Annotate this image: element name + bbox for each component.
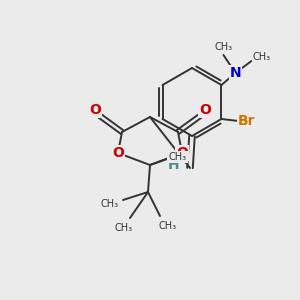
- Text: O: O: [199, 103, 211, 117]
- Text: H: H: [168, 158, 180, 172]
- Text: CH₃: CH₃: [101, 199, 119, 209]
- Text: O: O: [89, 103, 101, 117]
- Text: CH₃: CH₃: [252, 52, 271, 62]
- Text: CH₃: CH₃: [214, 42, 232, 52]
- Text: O: O: [112, 146, 124, 160]
- Text: N: N: [230, 66, 241, 80]
- Text: Br: Br: [238, 114, 255, 128]
- Text: O: O: [176, 146, 188, 160]
- Text: CH₃: CH₃: [115, 223, 133, 233]
- Text: CH₃: CH₃: [159, 221, 177, 231]
- Text: CH₃: CH₃: [169, 152, 187, 162]
